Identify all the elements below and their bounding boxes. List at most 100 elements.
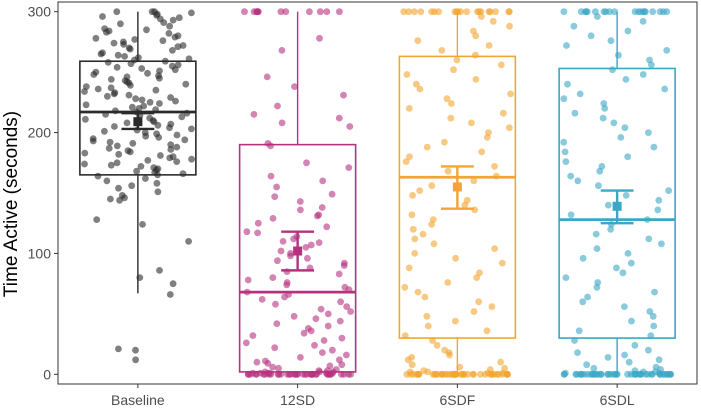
data-point	[579, 254, 587, 262]
mean-marker	[452, 182, 462, 192]
data-point	[578, 370, 586, 378]
data-point	[306, 8, 313, 16]
data-point	[90, 71, 98, 78]
data-point	[283, 281, 291, 289]
data-point	[106, 138, 114, 146]
data-point	[271, 193, 279, 201]
data-point	[297, 354, 304, 361]
data-point	[645, 346, 652, 354]
data-point	[407, 370, 415, 378]
data-point	[250, 111, 258, 118]
data-point	[269, 274, 277, 281]
data-point	[172, 97, 179, 105]
data-point	[103, 28, 110, 36]
data-point	[631, 370, 638, 378]
data-point	[567, 172, 575, 180]
data-point	[611, 8, 618, 16]
data-point	[154, 121, 162, 129]
data-point	[114, 51, 122, 59]
data-point	[166, 154, 174, 162]
data-point	[491, 245, 498, 253]
data-point	[472, 76, 480, 83]
data-point	[169, 47, 176, 54]
data-point	[593, 245, 601, 253]
data-point	[658, 240, 665, 248]
data-point	[132, 95, 140, 103]
data-point	[560, 138, 568, 146]
data-point	[645, 235, 653, 243]
data-point	[499, 109, 507, 117]
data-point	[242, 339, 250, 347]
data-point	[624, 370, 631, 378]
data-point	[562, 274, 570, 281]
data-point	[592, 230, 600, 238]
data-point	[602, 8, 610, 16]
data-point	[560, 95, 568, 103]
data-point	[408, 361, 416, 369]
data-point	[323, 223, 331, 231]
mean-marker	[612, 201, 622, 211]
data-point	[561, 370, 568, 378]
data-point	[453, 56, 461, 64]
data-point	[338, 334, 346, 342]
data-point	[115, 184, 122, 192]
data-point	[188, 125, 195, 133]
data-point	[271, 344, 279, 352]
data-point	[428, 182, 436, 190]
data-point	[491, 163, 498, 170]
y-tick-label: 0	[43, 366, 51, 382]
data-point	[423, 312, 431, 320]
data-point	[345, 164, 353, 172]
data-point	[428, 221, 435, 228]
data-point	[258, 296, 266, 303]
data-point	[583, 361, 591, 369]
data-point	[173, 143, 181, 151]
data-point	[579, 298, 587, 306]
data-point	[409, 192, 416, 199]
data-point	[404, 356, 412, 364]
data-point	[116, 196, 123, 204]
data-point	[582, 8, 589, 16]
data-point	[593, 370, 600, 378]
data-point	[319, 177, 327, 185]
data-point	[167, 94, 175, 101]
data-point	[506, 124, 513, 132]
data-point	[503, 370, 511, 378]
data-point	[273, 183, 280, 191]
data-point	[340, 91, 347, 99]
data-point	[564, 80, 571, 88]
box	[398, 55, 517, 339]
data-point	[290, 235, 297, 243]
data-point	[171, 33, 179, 41]
data-point	[125, 91, 133, 99]
data-point	[573, 370, 580, 378]
data-point	[82, 115, 89, 123]
data-point	[277, 247, 285, 255]
data-point	[485, 8, 493, 16]
data-point	[443, 95, 451, 103]
data-point	[429, 370, 437, 378]
data-point	[105, 144, 113, 152]
data-point	[335, 114, 343, 122]
data-point	[329, 346, 336, 354]
data-point	[473, 274, 481, 281]
data-point	[291, 83, 298, 90]
data-point	[307, 241, 315, 249]
data-point	[570, 22, 578, 30]
data-point	[316, 34, 323, 42]
data-point	[179, 42, 187, 49]
data-point	[178, 113, 186, 121]
data-point	[312, 315, 320, 323]
data-point	[343, 303, 351, 310]
data-point	[607, 225, 614, 233]
data-point	[628, 317, 635, 325]
data-point	[115, 150, 123, 158]
data-point	[409, 225, 417, 233]
data-point	[181, 136, 189, 144]
data-point	[575, 327, 583, 335]
data-point	[121, 53, 128, 60]
data-point	[561, 148, 569, 156]
data-point	[157, 152, 164, 159]
data-point	[160, 19, 168, 26]
data-point	[470, 177, 478, 185]
